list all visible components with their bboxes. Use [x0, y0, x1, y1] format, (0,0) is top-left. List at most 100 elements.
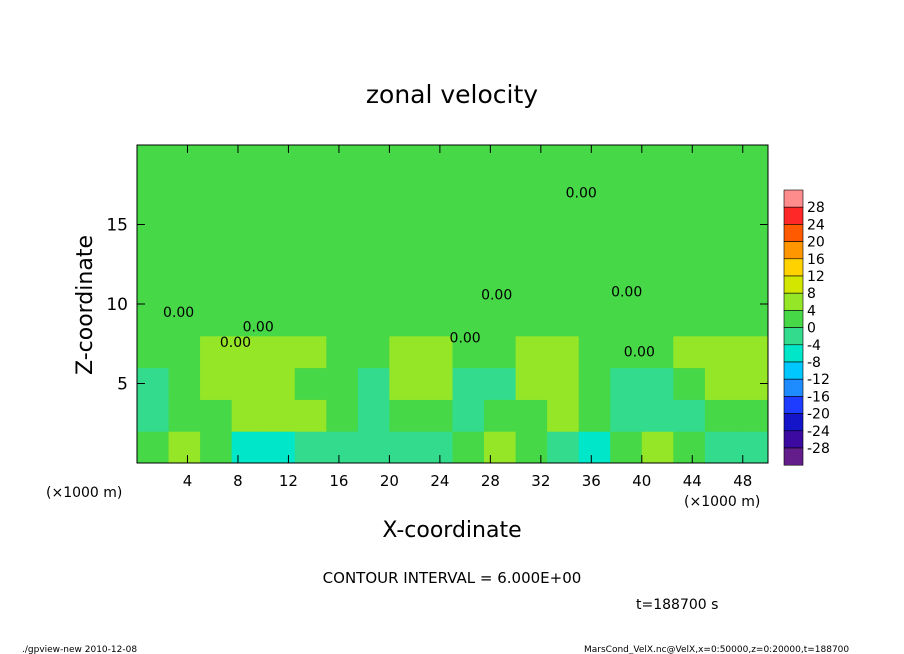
- heat-cell: [200, 240, 233, 273]
- heat-cell: [452, 399, 485, 432]
- heat-cell: [263, 208, 296, 241]
- heat-cell: [420, 240, 453, 273]
- heat-cell: [452, 335, 485, 369]
- heat-cell: [326, 240, 359, 273]
- heat-cell: [326, 208, 359, 241]
- heat-cell: [673, 145, 706, 178]
- colorbar-swatch: [783, 378, 804, 397]
- heat-cell: [578, 145, 611, 178]
- heat-cell: [420, 145, 453, 178]
- heat-cell: [168, 240, 201, 273]
- heat-cell: [484, 304, 517, 337]
- heat-cell: [357, 335, 390, 369]
- heat-cell: [168, 431, 201, 464]
- heat-cell: [357, 399, 390, 432]
- heat-cell: [736, 240, 769, 273]
- heat-cell: [137, 145, 170, 178]
- contour-label: 0.00: [243, 319, 274, 335]
- heat-cell: [673, 208, 706, 241]
- heat-cell: [420, 272, 453, 305]
- heat-cell: [673, 335, 706, 369]
- colorbar-tick-label: 4: [807, 303, 816, 319]
- heat-cell: [452, 145, 485, 178]
- heat-cell: [389, 208, 422, 241]
- heat-cell: [168, 208, 201, 241]
- x-tick-label: 28: [481, 472, 500, 490]
- heat-cell: [200, 176, 233, 210]
- heat-cell: [547, 176, 580, 210]
- colorbar-swatch: [783, 258, 804, 277]
- heat-cell: [263, 176, 296, 210]
- heat-cell: [704, 399, 737, 432]
- heat-cell: [547, 335, 580, 369]
- heat-cell: [515, 176, 548, 210]
- heat-cell: [641, 272, 674, 305]
- colorbar-swatch: [783, 206, 804, 225]
- heat-cell: [389, 145, 422, 178]
- heat-cell: [357, 145, 390, 178]
- heat-cell: [704, 240, 737, 273]
- heat-cell: [547, 272, 580, 305]
- heat-cell: [168, 304, 201, 337]
- heat-cell: [641, 431, 674, 464]
- heat-cell: [137, 431, 170, 464]
- y-tick-label: 15: [106, 216, 128, 236]
- colorbar-tick-label: -12: [807, 372, 830, 388]
- heat-cell: [357, 304, 390, 337]
- heat-cell: [578, 304, 611, 337]
- heat-cell: [578, 272, 611, 305]
- heat-cell: [389, 240, 422, 273]
- heat-cell: [547, 304, 580, 337]
- heat-cell: [515, 431, 548, 464]
- heat-cell: [452, 208, 485, 241]
- x-tick-label: 48: [733, 472, 752, 490]
- heat-cell: [168, 145, 201, 178]
- contour-label: 0.00: [624, 345, 655, 361]
- heat-cell: [452, 304, 485, 337]
- colorbar-swatch: [783, 447, 804, 466]
- heat-cell: [736, 145, 769, 178]
- heat-cell: [578, 176, 611, 210]
- heat-cell: [357, 272, 390, 305]
- heat-cell: [420, 431, 453, 464]
- heat-cell: [484, 145, 517, 178]
- heat-cell: [704, 145, 737, 178]
- heat-cell: [263, 431, 296, 464]
- colorbar-swatch: [783, 292, 804, 311]
- heat-cell: [610, 176, 643, 210]
- heat-cell: [263, 335, 296, 369]
- colorbar-tick-label: -20: [807, 407, 830, 423]
- heat-cell: [168, 176, 201, 210]
- heat-cell: [515, 272, 548, 305]
- x-tick-label: 8: [233, 472, 243, 490]
- heat-cell: [452, 176, 485, 210]
- heat-cell: [641, 304, 674, 337]
- heat-cell: [231, 367, 264, 400]
- heat-cell: [389, 335, 422, 369]
- heat-cell: [263, 367, 296, 400]
- heat-cell: [168, 399, 201, 432]
- heat-cell: [547, 399, 580, 432]
- heat-cell: [389, 431, 422, 464]
- heat-cell: [673, 240, 706, 273]
- colorbar-tick-label: 24: [807, 217, 825, 233]
- heat-cell: [294, 399, 327, 432]
- contour-label: 0.00: [163, 305, 194, 321]
- footer-left: ./gpview-new 2010-12-08: [22, 645, 137, 654]
- heat-cell: [641, 399, 674, 432]
- heat-cell: [641, 367, 674, 400]
- heat-cell: [641, 335, 674, 369]
- y-axis-label: Z-coordinate: [73, 235, 98, 375]
- heat-cell: [578, 367, 611, 400]
- heat-cell: [704, 431, 737, 464]
- heat-cell: [515, 145, 548, 178]
- heat-cell: [736, 176, 769, 210]
- heat-cell: [578, 335, 611, 369]
- heat-cell: [515, 304, 548, 337]
- heat-cell: [231, 145, 264, 178]
- x-tick-label: 24: [430, 472, 449, 490]
- heat-cell: [578, 399, 611, 432]
- heat-cell: [484, 272, 517, 305]
- heat-cell: [515, 240, 548, 273]
